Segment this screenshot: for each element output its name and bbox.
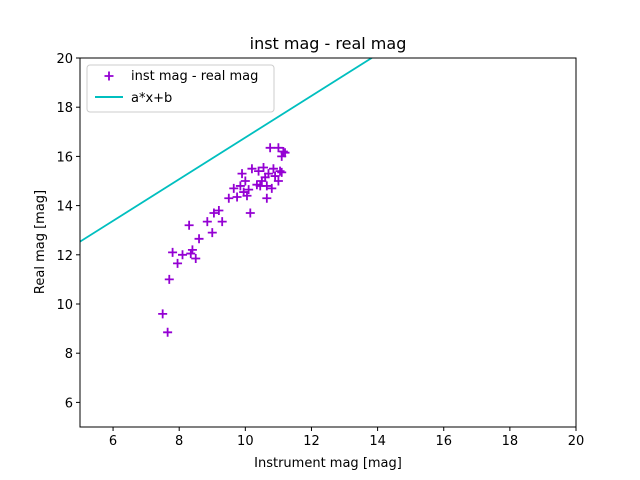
fit-line — [80, 58, 374, 243]
data-point — [164, 274, 174, 284]
data-point — [265, 143, 275, 153]
legend-label-scatter: inst mag - real mag — [131, 69, 258, 84]
y-tick-label: 10 — [56, 298, 73, 313]
data-point — [247, 164, 257, 174]
y-axis: 6 8 10 12 14 16 18 20 — [56, 52, 80, 411]
legend-marker-scatter — [104, 71, 114, 81]
x-tick-label: 10 — [237, 434, 254, 449]
data-point — [275, 166, 285, 176]
x-tick-label: 16 — [435, 434, 452, 449]
data-point — [184, 220, 194, 230]
data-point — [254, 166, 264, 176]
y-tick-label: 8 — [65, 347, 73, 362]
data-point — [245, 208, 255, 218]
data-point — [263, 169, 273, 179]
data-point — [191, 253, 201, 263]
y-axis-label: Real mag [mag] — [33, 190, 48, 294]
legend: inst mag - real mag a*x+b — [86, 64, 275, 113]
data-point — [158, 309, 168, 319]
data-point — [209, 208, 219, 218]
fit-line-group — [80, 58, 374, 243]
legend-box — [86, 64, 275, 113]
y-tick-label: 20 — [56, 52, 73, 67]
data-point — [168, 247, 178, 257]
data-point — [235, 181, 245, 191]
x-axis-label: Instrument mag [mag] — [254, 456, 402, 471]
data-point — [240, 176, 250, 186]
x-tick-label: 6 — [109, 434, 117, 449]
data-point — [262, 193, 272, 203]
data-point — [242, 191, 252, 201]
data-point — [277, 167, 287, 177]
legend-label-line: a*x+b — [131, 91, 172, 106]
y-tick-label: 18 — [56, 101, 73, 116]
x-tick-label: 14 — [369, 434, 386, 449]
y-tick-label: 16 — [56, 150, 73, 165]
data-point — [194, 234, 204, 244]
data-point — [187, 245, 197, 255]
legend-plus-marker — [104, 71, 114, 81]
y-tick-label: 14 — [56, 200, 73, 215]
data-point — [178, 250, 188, 260]
data-point — [232, 192, 242, 202]
x-tick-label: 12 — [303, 434, 320, 449]
data-point — [173, 258, 183, 268]
data-point — [259, 162, 269, 172]
data-point — [202, 217, 212, 227]
plot-area — [80, 58, 374, 337]
x-tick-label: 18 — [502, 434, 519, 449]
data-point — [273, 143, 283, 153]
data-point — [163, 327, 173, 337]
data-point — [207, 228, 217, 238]
x-tick-label: 20 — [568, 434, 585, 449]
data-point — [244, 185, 254, 195]
x-axis: 6 8 10 12 14 16 18 20 — [109, 427, 584, 449]
data-point — [267, 183, 277, 193]
data-point — [278, 146, 288, 156]
data-point — [280, 148, 290, 158]
chart-title: inst mag - real mag — [250, 34, 407, 53]
data-point — [217, 217, 227, 227]
data-point — [229, 183, 239, 193]
data-point — [270, 171, 280, 181]
data-point — [224, 193, 234, 203]
plot-frame — [79, 57, 577, 428]
y-tick-label: 12 — [56, 249, 73, 264]
data-point — [237, 169, 247, 179]
data-point — [262, 181, 272, 191]
data-point — [273, 176, 283, 186]
y-tick-label: 6 — [65, 396, 73, 411]
x-tick-label: 8 — [175, 434, 183, 449]
data-point — [214, 206, 224, 216]
data-point — [268, 164, 278, 174]
